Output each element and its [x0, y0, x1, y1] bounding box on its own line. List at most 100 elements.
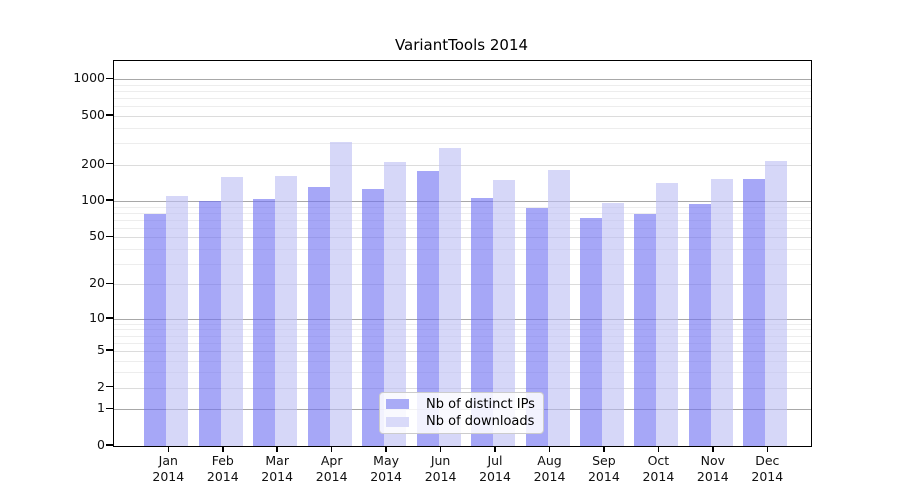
legend-row-distinct-ips: Nb of distinct IPs	[386, 396, 537, 413]
gridline-minor-600	[114, 106, 811, 108]
gridline-minor-30	[114, 263, 811, 265]
xtick-mark-jun	[439, 446, 442, 453]
ytick-label-5: 5	[97, 341, 105, 357]
bar-jun-series1	[438, 148, 461, 446]
xtick-label-jan: Jan 2014	[152, 453, 185, 484]
ytick-mark-500	[106, 114, 113, 116]
ytick-label-500: 500	[81, 107, 105, 123]
bar-nov-series1	[710, 179, 733, 446]
xtick-label-dec: Dec 2014	[751, 453, 784, 484]
gridline-100	[114, 201, 811, 203]
ytick-mark-2	[106, 385, 113, 388]
gridline-minor-3	[114, 372, 811, 374]
ytick-mark-200	[106, 162, 113, 165]
bar-may-series0	[362, 189, 385, 446]
legend-swatch-distinct-ips	[386, 399, 409, 410]
legend-label-downloads: Nb of downloads	[426, 414, 535, 430]
bar-mar-series1	[275, 176, 298, 446]
xtick-mark-aug	[548, 446, 551, 453]
bar-jun-series0	[416, 171, 439, 446]
xtick-label-feb: Feb 2014	[206, 453, 239, 484]
xtick-mark-nov	[712, 446, 714, 453]
bar-apr-series1	[329, 142, 352, 446]
gridline-minor-8	[114, 329, 811, 331]
bar-feb-series0	[198, 201, 221, 446]
bar-jan-series1	[166, 196, 189, 446]
gridline-20	[114, 284, 811, 286]
bar-nov-series0	[688, 204, 711, 446]
ytick-label-100: 100	[81, 192, 105, 208]
xtick-label-aug: Aug 2014	[533, 453, 566, 484]
gridline-minor-60	[114, 227, 811, 229]
xtick-label-oct: Oct 2014	[642, 453, 675, 484]
xtick-label-mar: Mar 2014	[261, 453, 294, 484]
ytick-mark-1000	[106, 77, 113, 80]
ytick-label-50: 50	[89, 228, 105, 244]
bar-aug-series1	[547, 170, 570, 446]
ytick-mark-0	[106, 444, 113, 446]
ytick-label-0: 0	[97, 437, 105, 452]
ytick-label-2: 2	[97, 378, 105, 394]
xtick-mark-mar	[276, 446, 278, 453]
bar-dec-series0	[743, 179, 766, 446]
xtick-label-may: May 2014	[370, 453, 402, 484]
xtick-label-apr: Apr 2014	[315, 453, 348, 484]
bar-jul-series1	[493, 180, 515, 446]
bar-feb-series1	[220, 177, 243, 446]
xtick-mark-sep	[603, 446, 605, 453]
ytick-label-1: 1	[97, 400, 105, 416]
ytick-label-20: 20	[89, 275, 105, 291]
gridline-minor-9	[114, 323, 811, 325]
bar-mar-series0	[253, 198, 276, 446]
xtick-mark-may	[385, 446, 387, 453]
gridline-500	[114, 116, 811, 118]
bar-oct-series1	[656, 182, 679, 446]
xtick-label-jun: Jun 2014	[424, 453, 457, 484]
ytick-mark-5	[106, 349, 113, 351]
gridline-minor-400	[114, 127, 811, 129]
bar-jan-series0	[144, 214, 167, 446]
legend-label-distinct-ips: Nb of distinct IPs	[426, 396, 535, 412]
xtick-label-sep: Sep 2014	[587, 453, 620, 484]
legend: Nb of distinct IPs Nb of downloads	[379, 392, 544, 434]
bar-oct-series0	[634, 214, 657, 446]
gridline-minor-900	[114, 84, 811, 86]
gridline-50	[114, 237, 811, 239]
gridline-5	[114, 350, 811, 352]
ytick-label-200: 200	[81, 155, 105, 171]
chart-title: VariantTools 2014	[394, 36, 529, 54]
xtick-label-nov: Nov 2014	[696, 453, 729, 484]
bar-may-series1	[384, 162, 407, 446]
ytick-mark-20	[106, 282, 113, 285]
bar-dec-series1	[765, 160, 788, 446]
gridline-minor-300	[114, 143, 811, 145]
gridline-2	[114, 387, 811, 389]
bar-sep-series1	[601, 202, 624, 446]
gridline-minor-80	[114, 212, 811, 214]
xtick-mark-feb	[222, 446, 224, 453]
xtick-mark-apr	[330, 446, 333, 453]
xtick-mark-jan	[167, 446, 170, 453]
gridline-10	[114, 318, 811, 320]
ytick-mark-100	[106, 199, 113, 201]
ytick-label-1000: 1000	[73, 70, 105, 86]
legend-swatch-downloads	[386, 416, 409, 427]
gridline-minor-90	[114, 206, 811, 208]
xtick-mark-oct	[657, 446, 660, 453]
plot-area	[113, 60, 812, 447]
gridline-1000	[114, 79, 811, 81]
bar-sep-series0	[579, 217, 602, 446]
legend-row-downloads: Nb of downloads	[386, 413, 537, 430]
gridline-minor-7	[114, 335, 811, 337]
gridline-minor-800	[114, 91, 811, 93]
bar-aug-series0	[525, 207, 548, 446]
xtick-mark-jul	[494, 446, 496, 453]
gridline-minor-700	[114, 98, 811, 100]
ytick-mark-50	[106, 235, 113, 238]
ytick-mark-1	[106, 407, 113, 409]
gridline-minor-4	[114, 360, 811, 362]
xtick-mark-dec	[766, 446, 768, 453]
ytick-mark-10	[106, 317, 113, 319]
bar-jul-series0	[471, 197, 493, 446]
